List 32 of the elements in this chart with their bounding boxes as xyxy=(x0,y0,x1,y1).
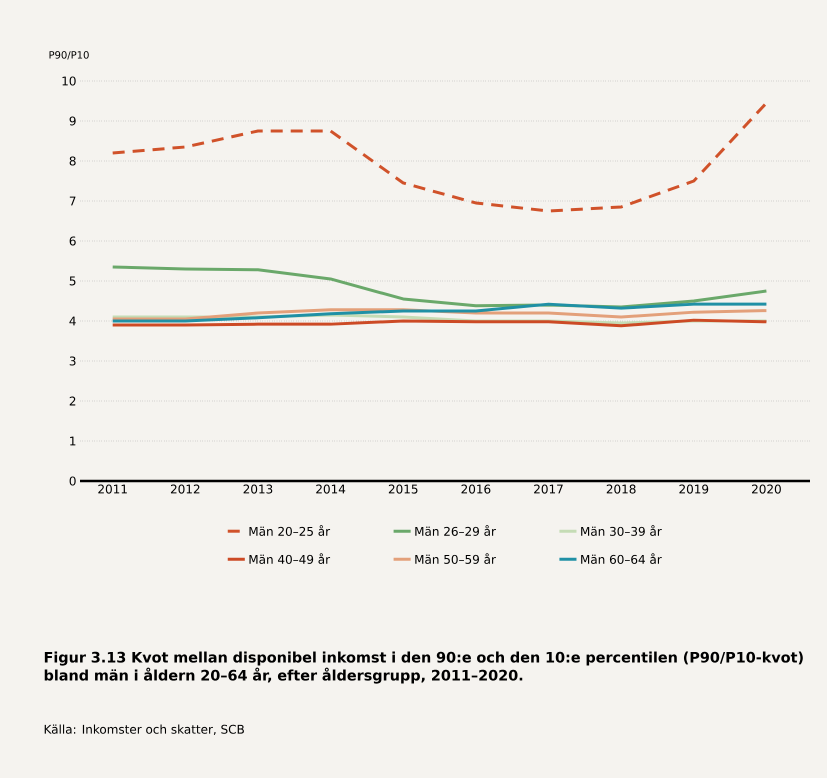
y-tick-label: 5 xyxy=(70,276,76,286)
y-tick-label: 7 xyxy=(70,196,76,206)
legend-label: Män 30–39 år xyxy=(581,525,662,536)
y-tick-label: 1 xyxy=(70,436,76,446)
x-tick-label: 2012 xyxy=(170,484,200,494)
x-tick-label: 2019 xyxy=(679,484,708,494)
line-series xyxy=(111,101,768,212)
x-tick-label: 2013 xyxy=(244,484,272,494)
y-tick-label: 9 xyxy=(70,116,76,126)
x-tick-label: 2016 xyxy=(461,484,490,494)
x-tick-label: 2015 xyxy=(388,484,418,494)
legend-label: Män 60–64 år xyxy=(581,553,662,564)
legend-label: Män 26–29 år xyxy=(415,525,496,536)
y-tick-label: 4 xyxy=(69,316,76,326)
line-series xyxy=(111,302,768,322)
y-tick-label: 6 xyxy=(70,236,76,246)
x-tick-label: 2014 xyxy=(316,484,346,494)
x-tick-label: 2011 xyxy=(98,484,127,494)
text: Figur 3.13 Kvot mellan disponibel inkomst i den 90:e och den 10:e percentilen (P90/P10-kvot) bland män i åldern 20–64 år, efter åldersgrupp, 2011–2020. xyxy=(44,652,803,684)
y-tick-label: 0 xyxy=(70,476,76,486)
y-tick-label: 10 xyxy=(62,76,76,86)
x-tick-label: 2018 xyxy=(606,484,636,494)
x-tick-label: 2017 xyxy=(534,484,563,494)
y-tick-label: 3 xyxy=(70,356,76,366)
legend-label: Män 50–59 år xyxy=(415,553,496,564)
legend-label: Män 40–49 år xyxy=(249,553,330,564)
text: Källa: Inkomster och skatter, SCB xyxy=(44,724,244,736)
x-tick-label: 2020 xyxy=(752,484,781,494)
legend-label: Män 20–25 år xyxy=(249,525,330,536)
y-tick-label: 8 xyxy=(70,156,76,166)
y-tick-label: 2 xyxy=(70,396,76,406)
y-axis-title: P90/P10 xyxy=(50,51,89,60)
